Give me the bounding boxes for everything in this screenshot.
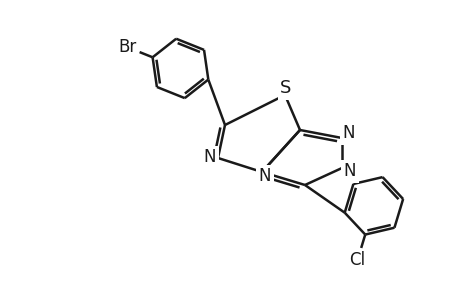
Text: Br: Br [118,38,136,56]
Text: N: N [343,162,355,180]
Text: Cl: Cl [348,251,365,269]
Text: N: N [342,124,354,142]
Text: N: N [258,167,271,185]
Text: N: N [203,148,216,166]
Text: S: S [280,79,291,97]
